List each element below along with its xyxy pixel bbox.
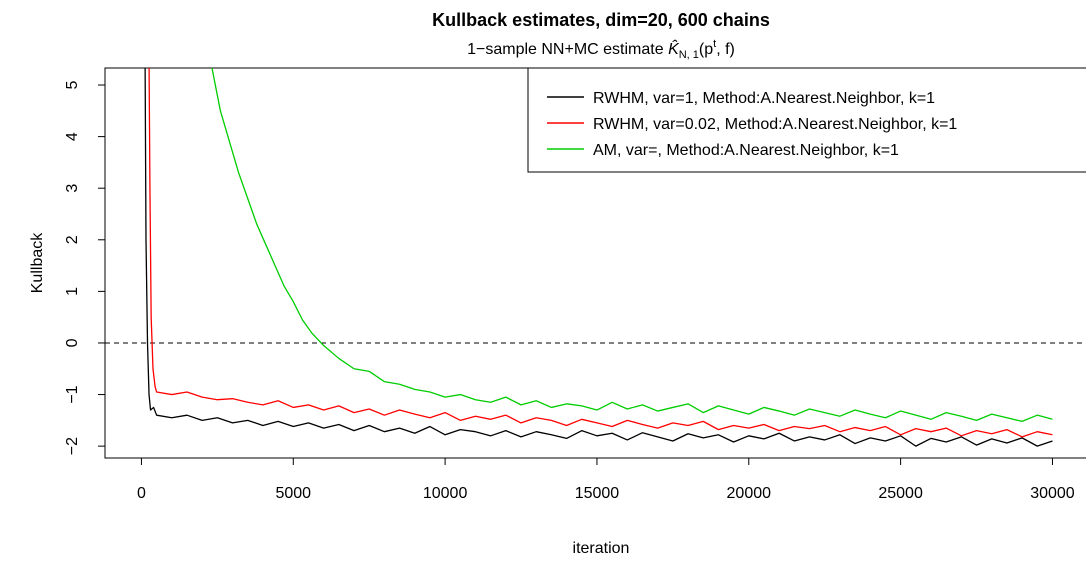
chart-subtitle: 1−sample NN+MC estimate K̂N, 1(pt, f)	[467, 38, 735, 61]
y-tick-label: −2	[64, 437, 81, 455]
plot-area	[144, 68, 1053, 447]
subtitle-sup: t	[713, 38, 716, 50]
legend-label: AM, var=, Method:A.Nearest.Neighbor, k=1	[593, 142, 899, 159]
x-tick-label: 0	[137, 485, 146, 502]
y-tick-label: 1	[64, 287, 81, 296]
x-axis-label: iteration	[573, 540, 630, 557]
legend-label: RWHM, var=0.02, Method:A.Nearest.Neighbo…	[593, 116, 957, 133]
x-tick-label: 5000	[275, 485, 311, 502]
y-axis-label: Kullback	[29, 232, 46, 293]
y-tick-label: 0	[64, 338, 81, 347]
subtitle-text: 1−sample NN+MC estimate	[467, 41, 668, 58]
x-tick-label: 25000	[878, 485, 923, 502]
chart-title: Kullback estimates, dim=20, 600 chains	[432, 10, 770, 30]
legend-label: RWHM, var=1, Method:A.Nearest.Neighbor, …	[593, 90, 935, 107]
y-tick-label: 2	[64, 235, 81, 244]
x-tick-label: 15000	[575, 485, 620, 502]
y-tick-label: 3	[64, 184, 81, 193]
x-tick-label: 10000	[423, 485, 468, 502]
x-tick-label: 20000	[727, 485, 772, 502]
y-tick-label: −1	[64, 385, 81, 403]
series-line	[211, 68, 1053, 423]
legend-box	[527, 67, 1086, 173]
y-tick-label: 5	[64, 80, 81, 89]
subtitle-sub: N, 1	[679, 49, 699, 61]
x-tick-label: 30000	[1030, 485, 1075, 502]
series-line	[148, 68, 1053, 438]
series-line	[144, 68, 1053, 447]
y-tick-label: 4	[64, 132, 81, 141]
subtitle-open: (p	[699, 41, 713, 58]
subtitle-symbol: K̂	[668, 38, 680, 58]
subtitle-close: , f)	[716, 41, 735, 58]
